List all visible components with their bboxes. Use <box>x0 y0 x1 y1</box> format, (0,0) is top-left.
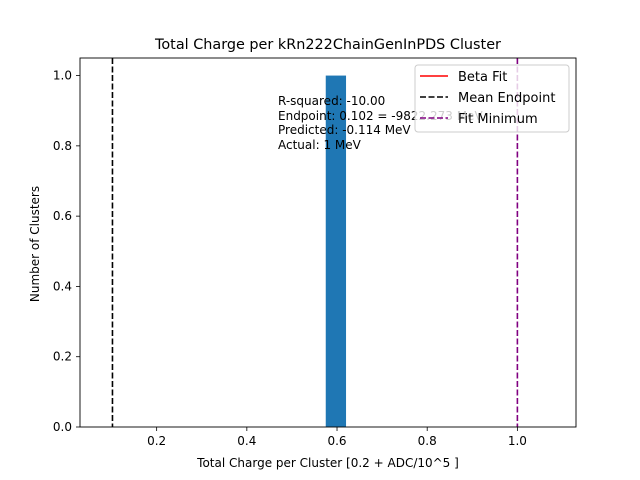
legend: Beta Fit Mean Endpoint Fit Minimum <box>414 64 570 133</box>
y-tick-label: 0.8 <box>53 139 72 153</box>
annotation-line: R-squared: -10.00 <box>278 94 385 108</box>
annotation-line: Predicted: -0.114 MeV <box>278 123 411 137</box>
chart-title: Total Charge per kRn222ChainGenInPDS Clu… <box>154 37 501 53</box>
legend-box <box>414 64 570 133</box>
legend-label: Mean Endpoint <box>458 91 555 106</box>
legend-label: Fit Minimum <box>458 112 538 127</box>
x-tick-label: 1.0 <box>508 434 527 448</box>
x-tick-label: 0.2 <box>147 434 166 448</box>
y-tick-label: 0.2 <box>53 350 72 364</box>
x-axis-label: Total Charge per Cluster [0.2 + ADC/10^5… <box>196 456 459 470</box>
y-tick-label: 1.0 <box>53 69 72 83</box>
y-tick-label: 0.4 <box>53 279 72 293</box>
axes-frame <box>79 57 577 428</box>
y-tick-label: 0.0 <box>53 420 72 434</box>
x-tick-label: 0.4 <box>237 434 256 448</box>
legend-label: Beta Fit <box>458 70 507 85</box>
annotation-line: Actual: 1 MeV <box>278 138 362 152</box>
histogram-bar <box>325 75 347 428</box>
y-tick-label: 0.6 <box>53 209 72 223</box>
y-axis-label: Number of Clusters <box>28 186 42 302</box>
x-tick-label: 0.6 <box>327 434 346 448</box>
x-tick-label: 0.8 <box>418 434 437 448</box>
plot-area: 0.2 0.4 0.6 0.8 1.0 0.0 0.2 0.4 0.6 0.8 1.0 <box>53 57 577 448</box>
